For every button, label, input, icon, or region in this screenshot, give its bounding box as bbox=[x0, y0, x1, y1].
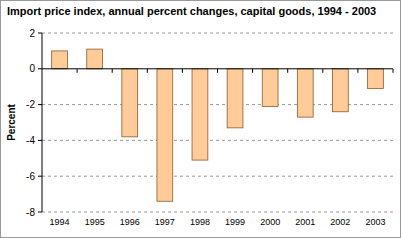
bar bbox=[192, 69, 208, 160]
x-tick bbox=[357, 69, 358, 73]
bar bbox=[87, 49, 103, 69]
y-tick bbox=[38, 33, 42, 34]
y-axis-label: Percent bbox=[6, 103, 17, 140]
grid-line bbox=[42, 33, 393, 34]
y-tick bbox=[38, 68, 42, 69]
chart: Import price index, annual percent chang… bbox=[0, 0, 401, 238]
x-tick-label: 1997 bbox=[155, 217, 175, 227]
x-tick-label: 1999 bbox=[225, 217, 245, 227]
y-tick-label: -8 bbox=[26, 207, 35, 218]
y-tick-label: -6 bbox=[26, 171, 35, 182]
bar bbox=[262, 69, 278, 107]
y-tick bbox=[38, 104, 42, 105]
y-tick-label: -2 bbox=[26, 99, 35, 110]
bar bbox=[368, 69, 384, 89]
bar bbox=[297, 69, 313, 117]
x-tick bbox=[182, 69, 183, 73]
x-tick bbox=[322, 69, 323, 73]
grid-line bbox=[42, 140, 393, 141]
x-tick-label: 2001 bbox=[295, 217, 315, 227]
bars bbox=[52, 49, 384, 201]
y-tick-label: 2 bbox=[29, 28, 35, 39]
x-tick-label: 2000 bbox=[260, 217, 280, 227]
x-tick-label: 2002 bbox=[330, 217, 350, 227]
x-tick bbox=[393, 69, 394, 73]
grid-line bbox=[42, 212, 393, 213]
x-tick bbox=[287, 69, 288, 73]
x-tick bbox=[77, 69, 78, 73]
x-tick bbox=[217, 69, 218, 73]
x-tick-label: 1998 bbox=[190, 217, 210, 227]
y-tick-label: 0 bbox=[29, 63, 35, 74]
x-tick bbox=[147, 69, 148, 73]
bar bbox=[122, 69, 138, 137]
bar bbox=[52, 51, 68, 69]
bar bbox=[332, 69, 348, 112]
x-tick-label: 1996 bbox=[120, 217, 140, 227]
x-tick bbox=[112, 69, 113, 73]
title: Import price index, annual percent chang… bbox=[7, 5, 376, 17]
x-tick bbox=[252, 69, 253, 73]
bar bbox=[227, 69, 243, 128]
x-tick-label: 2003 bbox=[365, 217, 385, 227]
chart-border bbox=[1, 1, 401, 238]
x-tick-label: 1994 bbox=[50, 217, 70, 227]
y-tick bbox=[38, 212, 42, 213]
y-axis bbox=[42, 33, 43, 212]
y-tick bbox=[38, 176, 42, 177]
grid-line bbox=[42, 176, 393, 177]
y-tick bbox=[38, 140, 42, 141]
x-tick-label: 1995 bbox=[85, 217, 105, 227]
bar bbox=[157, 69, 173, 201]
y-tick-label: -4 bbox=[26, 135, 35, 146]
